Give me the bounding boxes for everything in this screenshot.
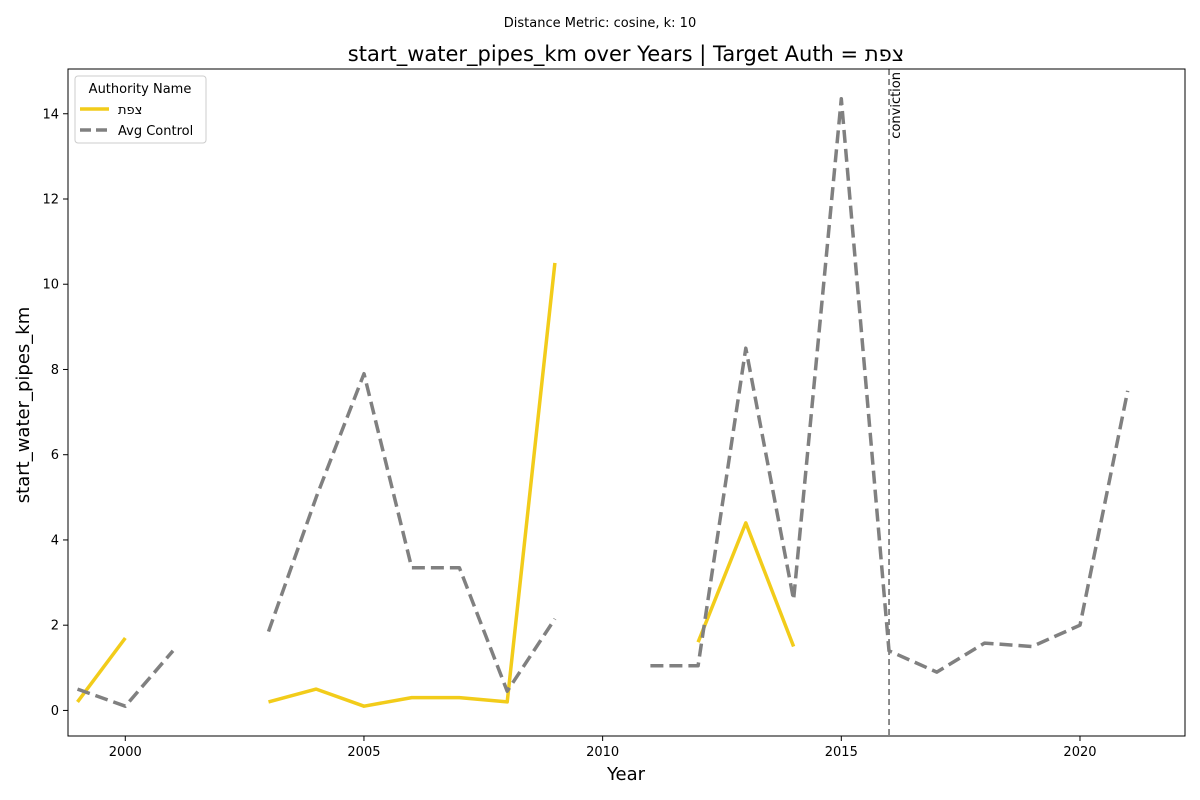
series-line-segment (696, 521, 796, 648)
series-target (76, 262, 796, 708)
axes-frame (67, 68, 1186, 737)
x-tick-label: 2005 (347, 745, 380, 760)
x-tick-label: 2015 (825, 745, 858, 760)
x-tick-label: 2000 (109, 745, 142, 760)
series-line-segment (268, 262, 557, 708)
x-tick-label: 2020 (1063, 745, 1096, 760)
legend-label-control: Avg Control (118, 124, 193, 139)
legend-title: Authority Name (89, 82, 192, 97)
y-tick-label: 8 (51, 363, 59, 378)
y-axis-title: start_water_pipes_km (13, 307, 34, 503)
axes: 2000 2005 2010 2015 2020 0 2 4 6 8 10 12 14 (42, 68, 1186, 760)
legend-label-target: צפת (118, 103, 142, 118)
y-tick-label: 0 (51, 704, 59, 719)
y-tick-label: 4 (51, 533, 59, 548)
chart-subtitle: Distance Metric: cosine, k: 10 (504, 16, 696, 31)
chart-title: start_water_pipes_km over Years | Target… (348, 42, 904, 67)
x-tick-label: 2010 (586, 745, 619, 760)
legend: Authority Name צפת Avg Control (74, 75, 207, 144)
y-tick-label: 6 (51, 448, 59, 463)
plot-area: conviction (76, 69, 1130, 736)
y-tick-label: 2 (51, 619, 59, 634)
legend-box (74, 75, 207, 144)
y-tick-label: 10 (42, 278, 59, 293)
series-line-segment (76, 649, 175, 708)
annotation-label: conviction (889, 72, 904, 139)
y-tick-label: 14 (42, 107, 59, 122)
series-line-segment (266, 371, 557, 693)
y-tick-label: 12 (42, 192, 59, 207)
x-axis-title: Year (606, 764, 646, 785)
series-control (76, 97, 1130, 708)
